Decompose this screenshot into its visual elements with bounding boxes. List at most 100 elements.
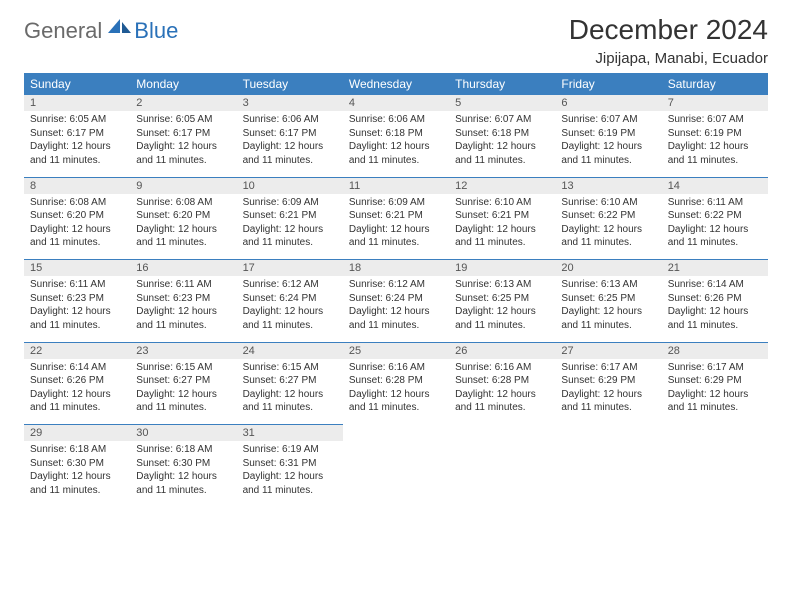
sunset-line: Sunset: 6:19 PM bbox=[668, 127, 762, 141]
day-detail-cell: Sunrise: 6:13 AMSunset: 6:25 PMDaylight:… bbox=[449, 276, 555, 342]
sunrise-line: Sunrise: 6:18 AM bbox=[30, 443, 124, 457]
sunrise-line: Sunrise: 6:05 AM bbox=[30, 113, 124, 127]
day-number-cell: 18 bbox=[343, 260, 449, 277]
sunset-line: Sunset: 6:21 PM bbox=[349, 209, 443, 223]
day-detail-cell: Sunrise: 6:05 AMSunset: 6:17 PMDaylight:… bbox=[130, 111, 236, 177]
sunset-line: Sunset: 6:27 PM bbox=[243, 374, 337, 388]
day-number-cell: 6 bbox=[555, 95, 661, 111]
sunset-line: Sunset: 6:23 PM bbox=[136, 292, 230, 306]
location: Jipijapa, Manabi, Ecuador bbox=[569, 50, 768, 67]
day-detail-cell: Sunrise: 6:07 AMSunset: 6:18 PMDaylight:… bbox=[449, 111, 555, 177]
sunset-line: Sunset: 6:22 PM bbox=[561, 209, 655, 223]
daylight-line: Daylight: 12 hours and 11 minutes. bbox=[30, 388, 124, 415]
day-number-cell bbox=[555, 425, 661, 442]
day-number-cell: 27 bbox=[555, 342, 661, 359]
logo-text-blue: Blue bbox=[134, 18, 178, 44]
day-detail-cell: Sunrise: 6:17 AMSunset: 6:29 PMDaylight:… bbox=[662, 359, 768, 425]
calendar-table: Sunday Monday Tuesday Wednesday Thursday… bbox=[24, 73, 768, 507]
sunrise-line: Sunrise: 6:12 AM bbox=[243, 278, 337, 292]
day-detail-cell: Sunrise: 6:16 AMSunset: 6:28 PMDaylight:… bbox=[449, 359, 555, 425]
day-detail-cell: Sunrise: 6:14 AMSunset: 6:26 PMDaylight:… bbox=[24, 359, 130, 425]
logo-text-general: General bbox=[24, 18, 102, 44]
day-number-cell: 3 bbox=[237, 95, 343, 111]
day-detail-cell: Sunrise: 6:08 AMSunset: 6:20 PMDaylight:… bbox=[130, 194, 236, 260]
daylight-line: Daylight: 12 hours and 11 minutes. bbox=[349, 305, 443, 332]
sunset-line: Sunset: 6:25 PM bbox=[455, 292, 549, 306]
day-detail-cell: Sunrise: 6:12 AMSunset: 6:24 PMDaylight:… bbox=[343, 276, 449, 342]
day-detail-row: Sunrise: 6:14 AMSunset: 6:26 PMDaylight:… bbox=[24, 359, 768, 425]
sunrise-line: Sunrise: 6:14 AM bbox=[668, 278, 762, 292]
sunrise-line: Sunrise: 6:07 AM bbox=[668, 113, 762, 127]
sunset-line: Sunset: 6:28 PM bbox=[349, 374, 443, 388]
day-detail-cell: Sunrise: 6:11 AMSunset: 6:22 PMDaylight:… bbox=[662, 194, 768, 260]
day-number-cell: 8 bbox=[24, 177, 130, 194]
sunset-line: Sunset: 6:17 PM bbox=[243, 127, 337, 141]
sunrise-line: Sunrise: 6:06 AM bbox=[243, 113, 337, 127]
sunset-line: Sunset: 6:26 PM bbox=[30, 374, 124, 388]
daylight-line: Daylight: 12 hours and 11 minutes. bbox=[243, 305, 337, 332]
day-detail-cell bbox=[343, 441, 449, 507]
weekday-header: Friday bbox=[555, 73, 661, 95]
sunset-line: Sunset: 6:19 PM bbox=[561, 127, 655, 141]
day-detail-cell: Sunrise: 6:10 AMSunset: 6:22 PMDaylight:… bbox=[555, 194, 661, 260]
weekday-header: Monday bbox=[130, 73, 236, 95]
calendar-body: 1234567Sunrise: 6:05 AMSunset: 6:17 PMDa… bbox=[24, 95, 768, 507]
sunset-line: Sunset: 6:30 PM bbox=[136, 457, 230, 471]
daylight-line: Daylight: 12 hours and 11 minutes. bbox=[349, 388, 443, 415]
day-detail-cell: Sunrise: 6:07 AMSunset: 6:19 PMDaylight:… bbox=[662, 111, 768, 177]
daylight-line: Daylight: 12 hours and 11 minutes. bbox=[668, 223, 762, 250]
sunrise-line: Sunrise: 6:16 AM bbox=[455, 361, 549, 375]
day-number-row: 22232425262728 bbox=[24, 342, 768, 359]
daylight-line: Daylight: 12 hours and 11 minutes. bbox=[561, 388, 655, 415]
day-number-cell: 28 bbox=[662, 342, 768, 359]
day-detail-cell: Sunrise: 6:14 AMSunset: 6:26 PMDaylight:… bbox=[662, 276, 768, 342]
sunset-line: Sunset: 6:18 PM bbox=[455, 127, 549, 141]
day-detail-cell: Sunrise: 6:07 AMSunset: 6:19 PMDaylight:… bbox=[555, 111, 661, 177]
sunrise-line: Sunrise: 6:09 AM bbox=[243, 196, 337, 210]
month-title: December 2024 bbox=[569, 14, 768, 46]
day-detail-cell: Sunrise: 6:12 AMSunset: 6:24 PMDaylight:… bbox=[237, 276, 343, 342]
day-detail-row: Sunrise: 6:18 AMSunset: 6:30 PMDaylight:… bbox=[24, 441, 768, 507]
weekday-header: Thursday bbox=[449, 73, 555, 95]
daylight-line: Daylight: 12 hours and 11 minutes. bbox=[668, 388, 762, 415]
day-detail-cell: Sunrise: 6:09 AMSunset: 6:21 PMDaylight:… bbox=[343, 194, 449, 260]
sunset-line: Sunset: 6:23 PM bbox=[30, 292, 124, 306]
sunrise-line: Sunrise: 6:08 AM bbox=[30, 196, 124, 210]
sunrise-line: Sunrise: 6:16 AM bbox=[349, 361, 443, 375]
sunrise-line: Sunrise: 6:12 AM bbox=[349, 278, 443, 292]
sunrise-line: Sunrise: 6:11 AM bbox=[30, 278, 124, 292]
daylight-line: Daylight: 12 hours and 11 minutes. bbox=[455, 305, 549, 332]
day-number-cell: 31 bbox=[237, 425, 343, 442]
sunrise-line: Sunrise: 6:06 AM bbox=[349, 113, 443, 127]
day-number-cell: 14 bbox=[662, 177, 768, 194]
day-number-cell bbox=[343, 425, 449, 442]
day-detail-cell: Sunrise: 6:11 AMSunset: 6:23 PMDaylight:… bbox=[24, 276, 130, 342]
sunrise-line: Sunrise: 6:19 AM bbox=[243, 443, 337, 457]
day-number-cell: 10 bbox=[237, 177, 343, 194]
sunset-line: Sunset: 6:17 PM bbox=[30, 127, 124, 141]
daylight-line: Daylight: 12 hours and 11 minutes. bbox=[30, 305, 124, 332]
day-detail-cell: Sunrise: 6:11 AMSunset: 6:23 PMDaylight:… bbox=[130, 276, 236, 342]
day-detail-cell: Sunrise: 6:05 AMSunset: 6:17 PMDaylight:… bbox=[24, 111, 130, 177]
day-detail-row: Sunrise: 6:08 AMSunset: 6:20 PMDaylight:… bbox=[24, 194, 768, 260]
day-number-cell: 12 bbox=[449, 177, 555, 194]
weekday-header: Wednesday bbox=[343, 73, 449, 95]
day-detail-cell: Sunrise: 6:19 AMSunset: 6:31 PMDaylight:… bbox=[237, 441, 343, 507]
title-block: December 2024 Jipijapa, Manabi, Ecuador bbox=[569, 14, 768, 67]
weekday-header: Sunday bbox=[24, 73, 130, 95]
day-number-cell: 16 bbox=[130, 260, 236, 277]
sunrise-line: Sunrise: 6:07 AM bbox=[561, 113, 655, 127]
day-number-cell bbox=[449, 425, 555, 442]
sunrise-line: Sunrise: 6:17 AM bbox=[668, 361, 762, 375]
sunrise-line: Sunrise: 6:10 AM bbox=[561, 196, 655, 210]
day-number-row: 293031 bbox=[24, 425, 768, 442]
day-number-cell: 25 bbox=[343, 342, 449, 359]
day-number-cell: 22 bbox=[24, 342, 130, 359]
day-detail-cell: Sunrise: 6:06 AMSunset: 6:17 PMDaylight:… bbox=[237, 111, 343, 177]
sunset-line: Sunset: 6:31 PM bbox=[243, 457, 337, 471]
sunrise-line: Sunrise: 6:17 AM bbox=[561, 361, 655, 375]
day-detail-cell: Sunrise: 6:18 AMSunset: 6:30 PMDaylight:… bbox=[130, 441, 236, 507]
day-detail-row: Sunrise: 6:11 AMSunset: 6:23 PMDaylight:… bbox=[24, 276, 768, 342]
logo: General Blue bbox=[24, 18, 178, 44]
day-detail-cell: Sunrise: 6:15 AMSunset: 6:27 PMDaylight:… bbox=[237, 359, 343, 425]
